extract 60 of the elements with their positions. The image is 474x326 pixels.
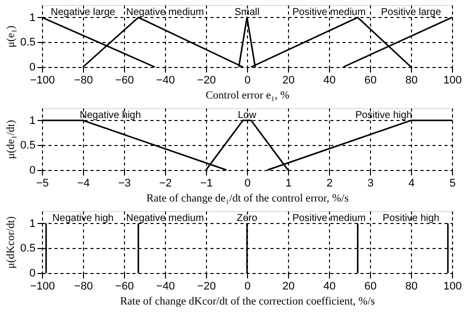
x-tick-label: 20	[282, 74, 295, 86]
x-tick-label: 0	[244, 280, 251, 292]
y-tick-label: 1	[29, 114, 36, 127]
y-tick-label: 0.5	[20, 242, 36, 255]
y-axis-title: μ(e₁)	[5, 25, 18, 48]
annotation: Positive large	[380, 7, 442, 18]
y-tick-label: 1	[29, 12, 36, 24]
x-tick-label: 0	[244, 178, 251, 190]
annotation: Positive medium	[292, 213, 366, 224]
x-tick-label: 20	[282, 280, 295, 292]
x-axis-title: Control error e₁, %	[206, 90, 290, 102]
x-tick-label: −1	[200, 178, 213, 190]
y-axis-title: μ(dKcor/dt)	[5, 216, 18, 269]
annotation: Positive medium	[292, 7, 366, 18]
x-tick-label: 40	[323, 74, 336, 86]
x-tick-label: −100	[30, 280, 55, 292]
annotation: Negative large	[50, 7, 116, 18]
x-tick-label: 3	[367, 178, 374, 190]
annotation: Negative high	[52, 213, 114, 224]
x-tick-label: −60	[115, 74, 134, 86]
x-tick-label: 80	[405, 280, 418, 292]
x-tick-label: −40	[156, 280, 175, 292]
annotation: Negative medium	[126, 7, 204, 18]
y-tick-label: 1	[29, 218, 36, 230]
x-tick-label: 2	[326, 178, 333, 190]
y-tick-label: 0	[29, 268, 36, 280]
y-tick-label: 0	[29, 62, 36, 74]
x-tick-label: 100	[443, 74, 462, 86]
y-tick-label: 0.5	[20, 140, 36, 152]
y-tick-label: 0	[29, 164, 36, 176]
x-tick-label: −20	[197, 74, 216, 86]
x-tick-label: −20	[197, 280, 216, 292]
annotation: Small	[234, 7, 260, 18]
x-tick-label: 1	[285, 178, 292, 190]
x-tick-label: 60	[364, 74, 377, 86]
x-axis-title: Rate of change de₁/dt of the control error, %/s	[146, 192, 349, 204]
x-tick-label: 80	[405, 74, 418, 86]
x-tick-label: −80	[74, 280, 93, 292]
annotation: Negative medium	[126, 213, 204, 224]
x-tick-label: 4	[408, 178, 415, 190]
x-tick-label: 0	[244, 74, 251, 86]
y-tick-label: 0.5	[20, 36, 36, 49]
x-tick-label: −100	[30, 74, 55, 86]
x-tick-label: −60	[115, 280, 134, 292]
x-tick-label: −40	[156, 74, 175, 86]
x-tick-label: −3	[118, 178, 131, 190]
x-tick-label: 100	[443, 280, 462, 292]
y-axis-title: μ(de₁/dt)	[5, 120, 18, 160]
annotation: Positive high	[382, 213, 440, 224]
annotation: Positive high	[355, 110, 412, 121]
x-tick-label: −2	[159, 178, 172, 190]
x-tick-label: 60	[364, 280, 377, 292]
x-tick-label: −80	[74, 74, 93, 86]
x-tick-label: −5	[36, 178, 49, 190]
x-tick-label: −4	[77, 178, 90, 190]
x-tick-label: 40	[323, 280, 336, 292]
x-tick-label: 5	[449, 178, 456, 190]
x-axis-title: Rate of change dKcor/dt of the correction coefficient, %/s	[120, 296, 375, 308]
annotation: Negative high	[80, 110, 141, 121]
annotation: Zero	[236, 213, 258, 224]
